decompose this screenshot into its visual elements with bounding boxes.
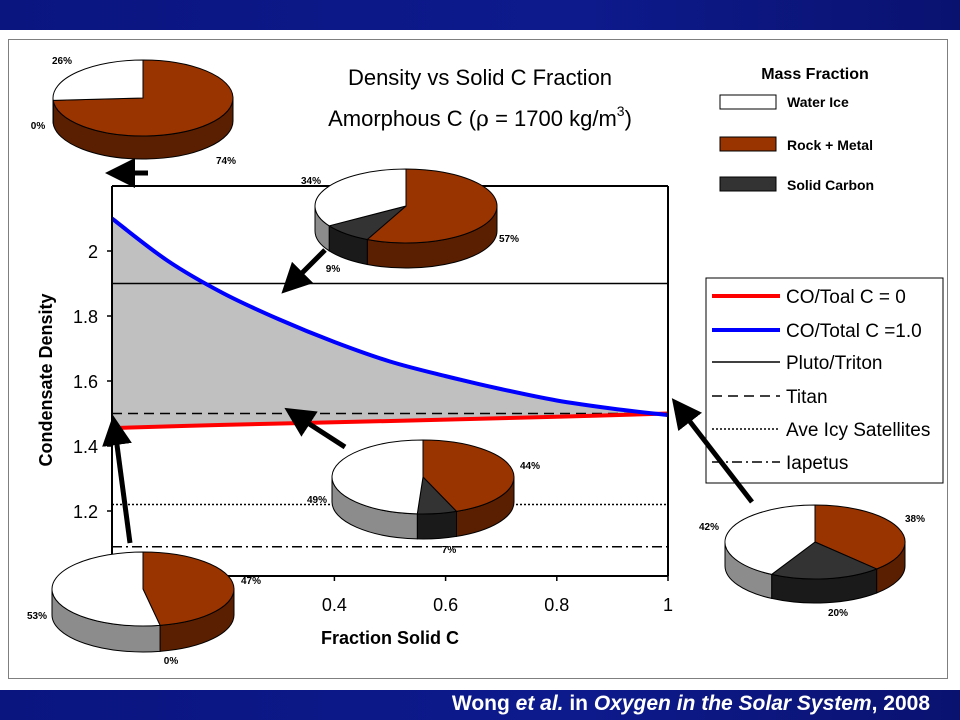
- solid-carbon-swatch: [719, 176, 777, 192]
- solid-carbon-label: Solid Carbon: [787, 177, 874, 193]
- y-axis-label: Condensate Density: [36, 293, 56, 466]
- top-banner: [0, 0, 960, 30]
- legend-label: CO/Toal C = 0: [786, 287, 906, 308]
- pie-label: 0%: [164, 656, 179, 667]
- rock-metal-swatch: [719, 136, 777, 152]
- mass-fraction-title: Mass Fraction: [761, 66, 869, 83]
- x-tick-label: 1: [663, 595, 673, 615]
- plot-area: 2 1.8 1.6 1.4 1.2 0.4 0.6 0.8 1: [73, 185, 673, 615]
- water-ice-label: Water Ice: [787, 94, 849, 110]
- pie-slice-water: [331, 439, 424, 515]
- pie-label: 47%: [241, 576, 261, 587]
- series-legend-box: [705, 277, 944, 484]
- pie-label: 9%: [326, 264, 341, 275]
- arrow-center: [284, 407, 347, 450]
- pie-slice-carbon: [770, 541, 878, 580]
- pie-side-carbon: [416, 510, 457, 540]
- legend-label: Titan: [786, 387, 828, 408]
- legend-label: Pluto/Triton: [786, 353, 882, 374]
- y-tick-label: 1.4: [73, 437, 98, 457]
- pie-label: 44%: [520, 461, 540, 472]
- pointer-arrows: [102, 158, 754, 544]
- pie-slice-water: [314, 168, 407, 227]
- pie-slice-water: [52, 59, 144, 101]
- legend-label: CO/Total C =1.0: [786, 321, 922, 342]
- pie-center: 49% 44% 7%: [307, 439, 540, 556]
- bottom-banner: [0, 690, 960, 720]
- x-axis-label: Fraction Solid C: [321, 628, 459, 648]
- pie-slice-water: [724, 504, 816, 575]
- pie-label: 7%: [442, 545, 457, 556]
- citation: Wong et al. in Oxygen in the Solar Syste…: [451, 692, 930, 715]
- arrow-bottom-left: [102, 415, 133, 544]
- pie-label: 57%: [499, 234, 519, 245]
- pie-label: 20%: [828, 608, 848, 619]
- pie-bottom-left: 53% 47% 0%: [27, 551, 261, 667]
- series-line-co-toal-c-0: [111, 411, 669, 431]
- x-tick-label: 0.4: [322, 595, 347, 615]
- arrow-mid-top: [281, 248, 327, 294]
- chart-frame: [8, 39, 948, 679]
- pie-label: 42%: [699, 522, 719, 533]
- y-tick-label: 1.2: [73, 502, 98, 522]
- mass-fraction-legend: Mass Fraction Water Ice Rock + Metal Sol…: [719, 66, 874, 193]
- water-ice-swatch: [719, 94, 777, 110]
- pie-top-left: 26% 74% 0%: [31, 56, 236, 167]
- series-legend: CO/Toal C = 0 CO/Total C =1.0 Pluto/Triton…: [705, 277, 944, 484]
- pie-label: 74%: [216, 156, 236, 167]
- pie-label: 53%: [27, 611, 47, 622]
- rock-metal-label: Rock + Metal: [787, 137, 873, 153]
- pie-slice-rock: [422, 439, 515, 512]
- arrow-right: [671, 398, 754, 504]
- pie-mid-top: 34% 57% 9%: [301, 168, 519, 275]
- x-tick-label: 0.8: [544, 595, 569, 615]
- x-tick-label: 0.6: [433, 595, 458, 615]
- pie-label: 49%: [307, 495, 327, 506]
- pie-slice-rock: [142, 551, 235, 626]
- y-tick-label: 1.8: [73, 307, 98, 327]
- legend-label: Iapetus: [786, 453, 848, 474]
- y-tick-label: 2: [88, 242, 98, 262]
- chart-subtitle: Amorphous C (ρ = 1700 kg/m3): [328, 103, 632, 132]
- chart-title: Density vs Solid C Fraction: [348, 65, 612, 90]
- pie-slice-rock: [366, 168, 498, 244]
- pie-label: 0%: [31, 121, 46, 132]
- series-line-co-total-c-1-0: [110, 216, 669, 418]
- y-tick-label: 1.6: [73, 372, 98, 392]
- pie-right: 42% 38% 20%: [699, 504, 925, 619]
- pie-label: 38%: [905, 514, 925, 525]
- pie-slice-rock: [814, 504, 906, 570]
- pie-label: 34%: [301, 176, 321, 187]
- pie-label: 26%: [52, 56, 72, 67]
- shaded-region: [112, 218, 668, 429]
- legend-label: Ave Icy Satellites: [786, 420, 930, 441]
- pie-slice-water: [51, 551, 161, 627]
